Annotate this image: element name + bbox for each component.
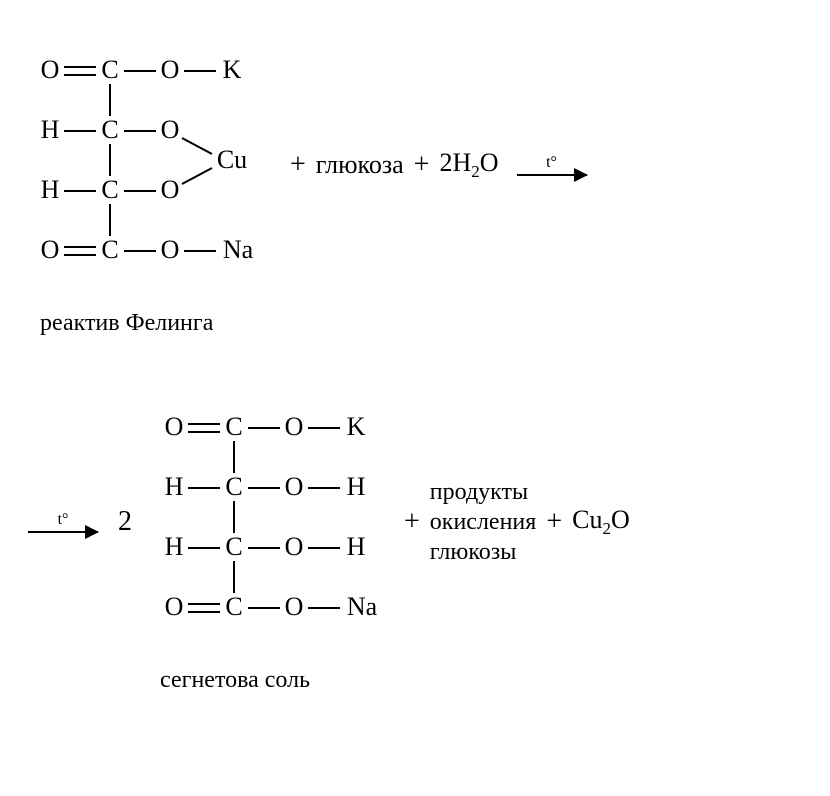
svg-text:H: H	[165, 532, 184, 561]
arrow-1-line	[517, 174, 587, 176]
rochelle-caption: сегнетова соль	[160, 667, 810, 694]
reaction-2: t° 2 O C O K H C O	[20, 397, 810, 694]
water-term: 2H2O	[439, 148, 498, 182]
svg-text:Cu: Cu	[217, 145, 247, 174]
svg-text:C: C	[101, 115, 118, 144]
plus-1a: +	[290, 149, 306, 181]
water-h: H	[452, 148, 471, 177]
svg-text:O: O	[41, 55, 60, 84]
plus-1b: +	[414, 149, 430, 181]
arrow-2-line	[28, 531, 98, 533]
svg-text:O: O	[165, 412, 184, 441]
svg-text:H: H	[347, 532, 366, 561]
svg-text:H: H	[347, 472, 366, 501]
svg-text:O: O	[161, 115, 180, 144]
svg-text:C: C	[101, 55, 118, 84]
products-l2: окисления	[430, 507, 537, 537]
svg-text:O: O	[285, 592, 304, 621]
fehling-structure: O C O K H C O H C	[20, 40, 280, 290]
svg-text:C: C	[225, 532, 242, 561]
svg-text:Na: Na	[223, 235, 254, 264]
fehling-svg: O C O K H C O H C	[20, 40, 280, 290]
arrow-2-label: t°	[58, 511, 69, 529]
plus-2a: +	[404, 506, 420, 538]
reaction-1-row: O C O K H C O H C	[20, 40, 810, 290]
arrow-1: t°	[517, 154, 587, 176]
svg-text:C: C	[225, 592, 242, 621]
svg-text:O: O	[285, 472, 304, 501]
reaction-2-row: t° 2 O C O K H C O	[20, 397, 810, 647]
svg-text:O: O	[161, 175, 180, 204]
svg-text:C: C	[101, 175, 118, 204]
svg-text:K: K	[223, 55, 242, 84]
oxidation-products: продукты окисления глюкозы	[430, 477, 537, 567]
cu2o-sub2: 2	[602, 519, 611, 538]
svg-text:H: H	[165, 472, 184, 501]
svg-text:O: O	[161, 235, 180, 264]
glucose-term: глюкоза	[316, 150, 404, 180]
svg-text:O: O	[161, 55, 180, 84]
svg-text:O: O	[41, 235, 60, 264]
cu2o-term: Cu2O	[572, 505, 630, 539]
svg-text:O: O	[165, 592, 184, 621]
cu2o-o: O	[611, 505, 630, 534]
coef-2: 2	[118, 506, 132, 538]
products-l3: глюкозы	[430, 537, 537, 567]
fehling-caption: реактив Фелинга	[40, 310, 810, 337]
svg-text:Na: Na	[347, 592, 378, 621]
water-coef: 2	[439, 148, 452, 177]
arrow-1-label: t°	[546, 154, 557, 172]
svg-text:K: K	[347, 412, 366, 441]
rochelle-svg: O C O K H C O H H	[144, 397, 394, 647]
svg-text:H: H	[41, 175, 60, 204]
svg-text:H: H	[41, 115, 60, 144]
svg-text:C: C	[101, 235, 118, 264]
cu2o-cu: Cu	[572, 505, 602, 534]
plus-2b: +	[546, 506, 562, 538]
svg-text:C: C	[225, 472, 242, 501]
svg-text:O: O	[285, 412, 304, 441]
products-l1: продукты	[430, 477, 537, 507]
rochelle-structure: O C O K H C O H H	[144, 397, 394, 647]
reaction-1: O C O K H C O H C	[20, 40, 810, 337]
svg-text:C: C	[225, 412, 242, 441]
svg-text:O: O	[285, 532, 304, 561]
water-sub2: 2	[471, 162, 480, 181]
water-o: O	[480, 148, 499, 177]
arrow-2: t°	[28, 511, 98, 533]
